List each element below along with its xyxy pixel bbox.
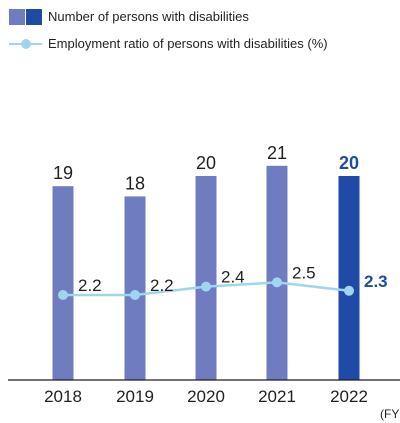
ratio-point-2021 [272,277,282,288]
line-swatch [9,36,42,52]
bar-value-label-2022: 20 [339,153,359,173]
ratio-value-label-2019: 2.2 [150,276,174,295]
bar-swatch [9,9,42,25]
bar-2018 [52,186,74,380]
ratio-point-2022 [344,285,354,296]
ratio-point-2018 [58,290,68,300]
x-tick-label-2022: 2022 [330,387,368,406]
ratio-point-2020 [201,281,211,292]
x-tick-label-2018: 2018 [44,387,82,406]
ratio-value-label-2022: 2.3 [364,272,388,291]
bar-swatch-highlight [26,9,42,25]
bar-2021 [266,165,288,380]
x-tick-label-2020: 2020 [187,387,225,406]
legend-bars-label: Number of persons with disabilities [48,9,249,24]
bar-swatch-normal [9,9,25,25]
x-tick-label-2019: 2019 [116,387,154,406]
bar-value-label-2019: 18 [125,173,145,193]
legend-item-bars: Number of persons with disabilities [9,8,328,26]
legend-item-line: Employment ratio of persons with disabil… [9,35,328,53]
bar-value-label-2021: 21 [267,143,287,163]
x-tick-label-2021: 2021 [258,387,296,406]
bar-2020 [195,176,217,380]
bar-2022 [338,176,360,380]
legend: Number of persons with disabilities Empl… [9,8,328,62]
bar-value-label-2018: 19 [53,163,73,183]
line-swatch-marker [21,39,31,49]
ratio-value-label-2020: 2.4 [221,268,245,287]
ratio-value-label-2018: 2.2 [78,276,102,295]
legend-line-label: Employment ratio of persons with disabil… [48,36,328,51]
ratio-value-label-2021: 2.5 [292,263,316,282]
fiscal-year-axis-label: (FY [380,407,400,421]
ratio-point-2019 [130,290,140,300]
bar-2019 [124,196,146,380]
bar-value-label-2020: 20 [196,153,216,173]
